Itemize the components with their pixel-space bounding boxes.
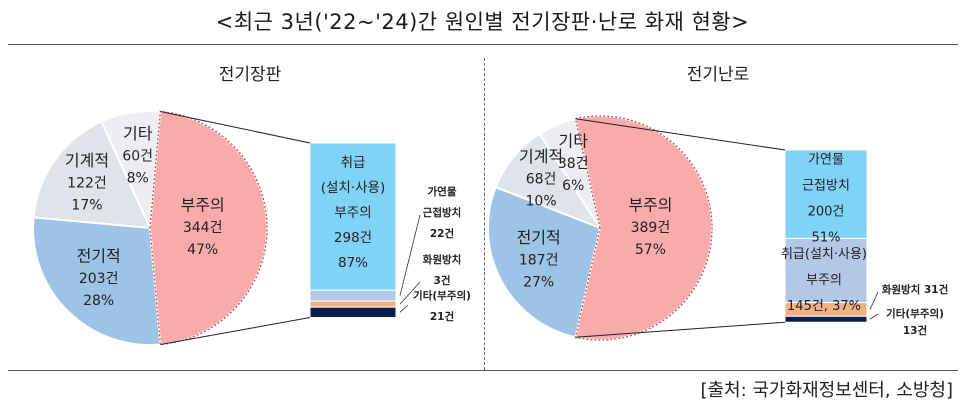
breakdown-label-0-1-0: 가연물 [428,185,457,198]
pie-label-0-3-2: 8% [127,171,149,187]
leader-0-2 [399,281,421,305]
connector-top-0 [160,110,311,144]
breakdown-label-0-0-4: 87% [338,255,368,271]
pie-label-0-1-1: 203건 [79,271,119,287]
pie-label-1-1-1: 187건 [519,253,559,269]
pie-label-0-2-0: 기계적 [65,151,109,170]
breakdown-label-1-0-1: 근접방치 [802,179,850,194]
breakdown-label-1-0-2: 200건 [808,205,845,220]
panel-title-blanket: 전기장판 [218,65,282,85]
pie-label-0-3-1: 60건 [122,149,153,165]
pie-label-1-0-2: 57% [635,242,666,258]
pie-label-0-2-1: 122건 [67,175,107,191]
leader-0-3 [399,304,409,313]
pie-label-0-0-1: 344건 [183,220,223,236]
bottom-rule [8,370,958,371]
breakdown-label-1-1-1: 부주의 [806,273,842,288]
breakdown-label-1-3-1: 13건 [903,324,927,337]
breakdown-label-0-2-1: 3건 [434,274,451,287]
breakdown-segment-1-0 [784,149,868,239]
pie-label-0-1-0: 전기적 [77,247,121,266]
pie-slice-0-1 [32,216,162,346]
breakdown-label-0-1-2: 22건 [430,227,454,240]
connector-top-1 [575,118,786,151]
breakdown-segment-0-3 [309,306,397,319]
breakdown-label-0-2-0: 화원방치 [423,253,462,266]
breakdown-label-0-0-1: (설치·사용) [321,180,386,196]
leader-0-1 [399,214,421,296]
breakdown-label-1-3-0: 기타(부주의) [886,307,944,320]
breakdown-label-1-0-3: 51% [812,231,841,246]
breakdown-label-1-0-0: 가연물 [808,153,844,168]
pie-label-1-1-2: 27% [523,275,554,291]
breakdown-segment-0-0 [309,142,397,291]
breakdown-label-0-0-3: 298건 [334,230,372,246]
breakdown-segment-0-2 [309,300,397,308]
pie-label-1-2-0: 기계적 [519,147,563,166]
breakdown-label-1-2-0: 화원방치 31건 [882,283,949,296]
page-title: <최근 3년('22~'24)간 원인별 전기장판·난로 화재 현황> [215,10,750,34]
pie-label-0-1-2: 28% [83,293,114,309]
pie-slice-outline-0 [149,110,268,346]
pie-slice-outline-1 [574,115,713,341]
breakdown-label-0-1-1: 근접방치 [423,206,462,219]
breakdown-label-0-3-0: 기타(부주의) [413,289,471,302]
breakdown-label-0-0-2: 부주의 [334,205,371,221]
pie-label-1-2-2: 10% [526,194,557,210]
pie-label-0-3-0: 기타 [123,124,153,143]
pie-label-1-0-0: 부주의 [628,196,672,215]
pie-slice-0-2 [32,120,152,230]
pie-label-1-3-0: 기타 [558,131,588,150]
breakdown-segment-1-3 [784,315,868,323]
connector-bottom-0 [160,317,311,346]
leader-1-3 [869,313,879,320]
breakdown-label-1-1-2: 145건, 37% [787,299,861,314]
pie-label-1-3-2: 6% [562,178,584,194]
source-note: [출처: 국가화재정보센터, 소방청] [700,380,953,401]
breakdown-segment-0-1 [309,289,397,302]
pie-label-1-2-1: 68건 [526,172,557,188]
pie-label-1-1-0: 전기적 [517,228,561,247]
breakdown-label-0-0-0: 취급 [341,155,366,171]
pie-label-0-0-0: 부주의 [181,196,225,215]
pie-label-1-0-1: 389건 [631,220,671,236]
top-rule [8,44,958,45]
breakdown-label-1-1-0: 취급(설치·사용) [781,247,867,262]
pie-label-0-0-2: 47% [187,242,218,258]
panel-title-heater: 전기난로 [686,65,750,85]
panel-divider [484,58,485,370]
pie-label-1-3-1: 38건 [558,156,589,172]
connector-bottom-1 [575,321,786,338]
pie-label-0-2-2: 17% [71,197,102,213]
leader-1-2 [869,291,879,310]
breakdown-label-0-3-1: 21건 [430,310,454,323]
pie-slice-1-1 [487,185,602,339]
breakdown-segment-1-1 [784,237,868,304]
